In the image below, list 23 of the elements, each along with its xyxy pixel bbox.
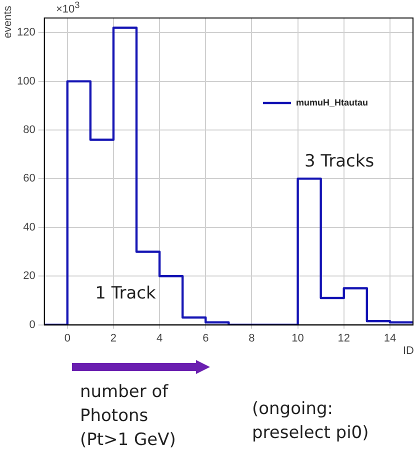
legend-label: mumuH_Htautau	[296, 97, 368, 108]
text: number of Photons (Pt>1 GeV)	[80, 381, 177, 452]
y-tick-label: 0	[29, 318, 36, 331]
x-tick-label: 12	[338, 332, 350, 344]
annotation: 3 Tracks	[304, 152, 374, 172]
x-axis-title: ID	[403, 344, 414, 357]
x-tick-label: 8	[248, 332, 255, 344]
text: (ongoing: preselect pi0)	[252, 398, 370, 445]
x-tick-label: 14	[384, 332, 396, 344]
annotation: 1 Track	[95, 284, 156, 304]
y-tick-label: 80	[23, 124, 36, 136]
x-tick-label: 0	[64, 332, 70, 344]
y-axis-title: events	[2, 5, 14, 38]
x-tick-label: 10	[292, 332, 304, 344]
x-tick-label: 6	[202, 332, 209, 344]
y-tick-label: 20	[23, 270, 36, 282]
y-tick-label: 120	[16, 26, 36, 39]
y-tick-label: 40	[23, 221, 36, 234]
y-tick-label: 60	[23, 172, 36, 185]
x-tick-label: 2	[110, 332, 117, 344]
text: ×10$^{3}$	[56, 0, 80, 16]
y-tick-label: 100	[16, 75, 36, 88]
x-tick-label: 4	[156, 332, 163, 344]
